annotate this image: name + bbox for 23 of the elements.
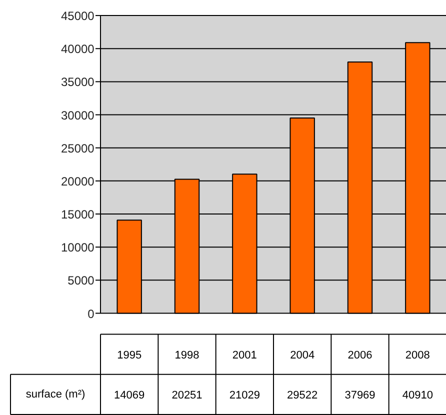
y-tick-label: 40000	[60, 42, 95, 56]
x-tick-label: 2001	[232, 349, 257, 362]
y-tick-label: 0	[88, 306, 95, 321]
y-tick-label: 30000	[60, 108, 95, 122]
y-tick-label: 20000	[60, 174, 95, 188]
data-label: 21029	[229, 389, 260, 402]
x-tick-label: 2008	[405, 349, 430, 362]
x-tick-label: 1995	[117, 349, 142, 362]
y-tick-label: 15000	[60, 208, 95, 222]
text: surface (m²)	[26, 388, 86, 400]
data-label: 37969	[344, 389, 376, 402]
x-tick-label: 2006	[348, 349, 372, 362]
y-tick-label: 35000	[60, 75, 95, 90]
y-tick-label: 45000	[60, 9, 95, 24]
data-label: 29522	[287, 389, 318, 402]
x-tick-label: 2004	[290, 349, 315, 362]
y-tick-label: 5000	[68, 274, 95, 288]
data-label: 14069	[114, 389, 145, 402]
data-label: 20251	[172, 389, 202, 402]
y-tick-label: 10000	[60, 240, 95, 255]
y-tick-label: 25000	[60, 141, 95, 156]
data-label: 40910	[402, 389, 433, 402]
x-tick-label: 1998	[174, 349, 200, 362]
